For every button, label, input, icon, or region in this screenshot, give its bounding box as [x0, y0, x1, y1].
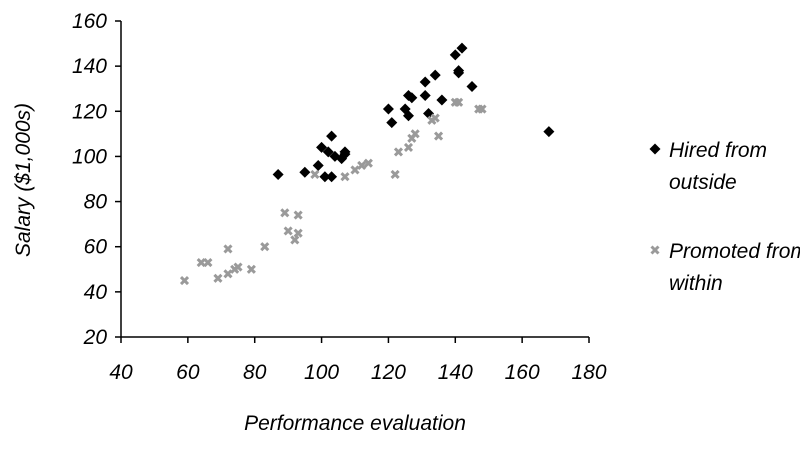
- x-tick-label: 160: [505, 361, 540, 384]
- point-promoted-from-within: [291, 236, 298, 243]
- y-tick-label: 140: [72, 55, 107, 78]
- y-tick-label: 120: [72, 100, 107, 123]
- point-hired-from-outside: [456, 43, 467, 54]
- point-promoted-from-within: [435, 133, 442, 140]
- point-promoted-from-within: [392, 171, 399, 178]
- point-hired-from-outside: [450, 49, 461, 60]
- point-promoted-from-within: [214, 275, 221, 282]
- point-hired-from-outside: [326, 171, 337, 182]
- point-promoted-from-within: [395, 148, 402, 155]
- point-promoted-from-within: [204, 259, 211, 266]
- point-promoted-from-within: [285, 227, 292, 234]
- legend-marker-diamond-icon: [650, 144, 661, 155]
- point-hired-from-outside: [467, 81, 478, 92]
- axes: [121, 21, 589, 337]
- point-hired-from-outside: [543, 126, 554, 137]
- x-axis-title: Performance evaluation: [244, 412, 466, 435]
- point-promoted-from-within: [295, 230, 302, 237]
- point-promoted-from-within: [341, 173, 348, 180]
- x-tick-label: 140: [438, 361, 473, 384]
- point-hired-from-outside: [383, 104, 394, 115]
- point-hired-from-outside: [313, 160, 324, 171]
- x-tick-label: 120: [371, 361, 406, 384]
- point-hired-from-outside: [420, 76, 431, 87]
- point-promoted-from-within: [224, 245, 231, 252]
- x-tick-label: 60: [176, 361, 200, 384]
- x-tick-label: 40: [109, 361, 133, 384]
- point-hired-from-outside: [273, 169, 284, 180]
- point-hired-from-outside: [436, 95, 447, 106]
- point-promoted-from-within: [311, 171, 318, 178]
- x-tick-label: 100: [304, 361, 339, 384]
- tick-marks: [115, 21, 589, 343]
- point-promoted-from-within: [405, 144, 412, 151]
- point-promoted-from-within: [352, 166, 359, 173]
- y-tick-label: 40: [84, 281, 108, 304]
- point-hired-from-outside: [420, 90, 431, 101]
- point-hired-from-outside: [386, 117, 397, 128]
- point-hired-from-outside: [430, 70, 441, 81]
- y-tick-label: 100: [72, 145, 107, 168]
- x-tick-label: 180: [571, 361, 606, 384]
- y-axis-title: Salary ($1,000s): [12, 103, 35, 257]
- data-points: [181, 43, 554, 284]
- point-hired-from-outside: [299, 167, 310, 178]
- legend-marker-x-icon: [652, 247, 659, 254]
- legend-x-glyph-icon: [652, 247, 659, 254]
- y-tick-label: 60: [84, 236, 108, 259]
- point-hired-from-outside: [326, 131, 337, 142]
- point-promoted-from-within: [281, 209, 288, 216]
- point-promoted-from-within: [261, 243, 268, 250]
- y-tick-label: 20: [83, 326, 108, 349]
- point-promoted-from-within: [295, 212, 302, 219]
- x-tick-label: 80: [243, 361, 267, 384]
- y-tick-label: 160: [72, 10, 107, 33]
- point-promoted-from-within: [248, 266, 255, 273]
- point-promoted-from-within: [181, 277, 188, 284]
- point-promoted-from-within: [224, 270, 231, 277]
- y-tick-label: 80: [84, 191, 108, 214]
